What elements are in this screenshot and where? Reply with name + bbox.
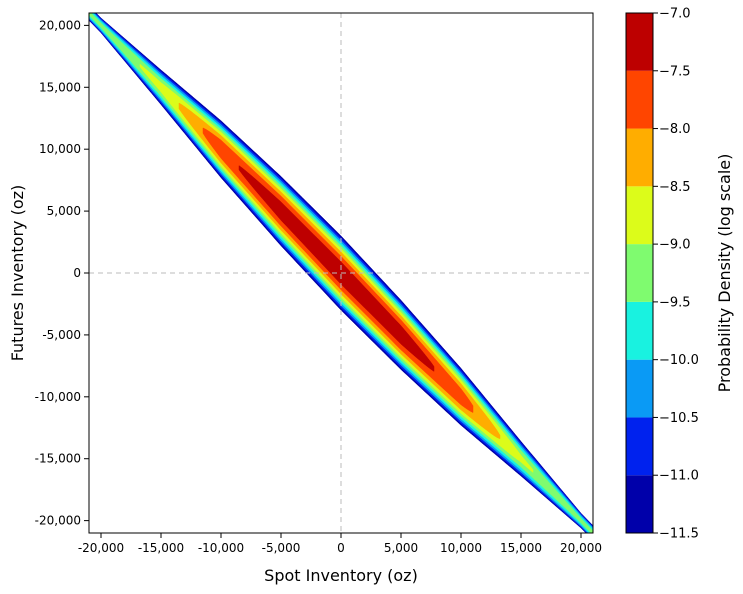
y-tick-label: -20,000 xyxy=(35,514,81,528)
x-axis-label: Spot Inventory (oz) xyxy=(264,566,418,585)
colorbar-tick-label: −10.5 xyxy=(659,411,699,426)
colorbar-segment xyxy=(626,359,653,418)
density-level-8 xyxy=(238,165,435,372)
colorbar-tick-label: −7.5 xyxy=(659,64,691,79)
colorbar-segment xyxy=(626,128,653,187)
x-tick-label: -20,000 xyxy=(78,541,124,555)
colorbar-segment xyxy=(626,244,653,302)
colorbar-segment xyxy=(626,70,653,129)
colorbar-tick-label: −11.0 xyxy=(659,469,699,484)
colorbar-segment xyxy=(626,13,653,71)
x-tick-label: 20,000 xyxy=(560,541,602,555)
y-tick-label: 0 xyxy=(73,266,81,280)
colorbar-tick-label: −8.0 xyxy=(659,122,691,137)
colorbar-label: Probability Density (log scale) xyxy=(715,154,734,393)
colorbar-tick-label: −9.0 xyxy=(659,238,691,253)
y-axis-label: Futures Inventory (oz) xyxy=(8,185,27,362)
colorbar-tick-label: −11.5 xyxy=(659,527,699,542)
colorbar: −11.5 −11.0 −10.5 −10.0 −9.5 −9.0 −8.5 −8.0 −7.5… xyxy=(625,7,699,542)
x-axis: -20,000 -15,000 -10,000 -5,000 0 5,000 10,000 1… xyxy=(78,533,602,555)
y-tick-label: -10,000 xyxy=(35,390,81,404)
y-tick-label: 5,000 xyxy=(47,204,81,218)
y-tick-label: 20,000 xyxy=(39,18,81,32)
x-tick-label: -10,000 xyxy=(198,541,244,555)
y-tick-label: 15,000 xyxy=(39,80,81,94)
colorbar-tick-label: −9.5 xyxy=(659,295,691,310)
colorbar-tick-label: −8.5 xyxy=(659,180,691,195)
colorbar-segment xyxy=(626,301,653,360)
x-tick-label: 10,000 xyxy=(440,541,482,555)
colorbar-segment xyxy=(626,417,653,476)
colorbar-tick-label: −10.0 xyxy=(659,353,699,368)
y-tick-label: 10,000 xyxy=(39,142,81,156)
colorbar-segment xyxy=(626,475,653,533)
reference-lines xyxy=(89,13,593,533)
colorbar-tick-label: −7.0 xyxy=(659,7,691,22)
x-tick-label: 15,000 xyxy=(500,541,542,555)
x-tick-label: 0 xyxy=(337,541,345,555)
colorbar-frame xyxy=(625,12,654,534)
x-tick-label: 5,000 xyxy=(384,541,418,555)
y-tick-label: -15,000 xyxy=(35,452,81,466)
x-tick-label: -15,000 xyxy=(138,541,184,555)
x-tick-label: -5,000 xyxy=(262,541,301,555)
colorbar-segment xyxy=(626,186,653,245)
y-axis: 20,000 15,000 10,000 5,000 0 -5,000 -10,000 -15… xyxy=(35,18,89,528)
y-tick-label: -5,000 xyxy=(42,328,81,342)
